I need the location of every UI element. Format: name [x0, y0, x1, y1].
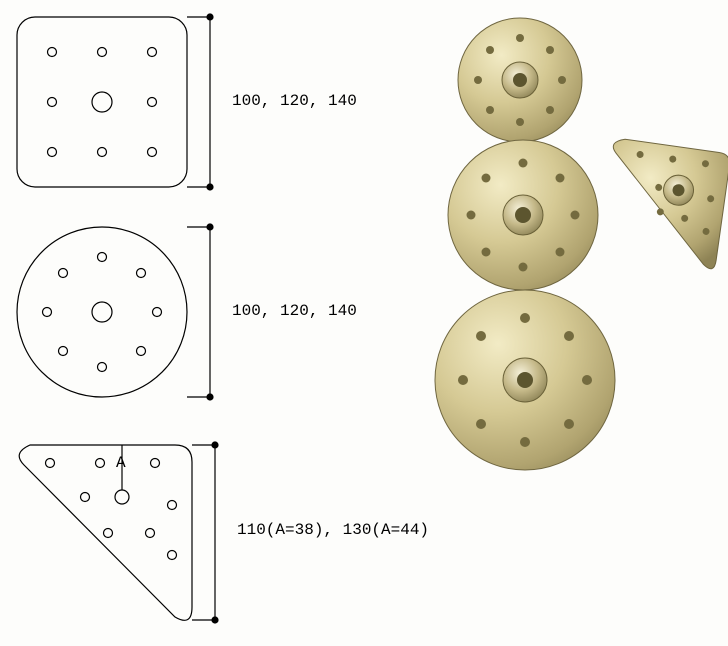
photo-plate-large-circle [435, 290, 615, 470]
triangle-dimension-label: 110(A=38), 130(A=44) [237, 521, 429, 539]
product-photo-panel [410, 0, 728, 646]
photo-plate-small-circle [458, 18, 582, 142]
photo-plate-triangle [598, 138, 728, 270]
technical-drawings-panel: 100, 120, 140 100, 120, 140 [0, 0, 410, 646]
photo-plate-medium-circle [448, 140, 598, 290]
circle-dimension-label: 100, 120, 140 [232, 302, 357, 320]
triangle-a-marker: A [116, 454, 126, 472]
square-dimension-label: 100, 120, 140 [232, 92, 357, 110]
